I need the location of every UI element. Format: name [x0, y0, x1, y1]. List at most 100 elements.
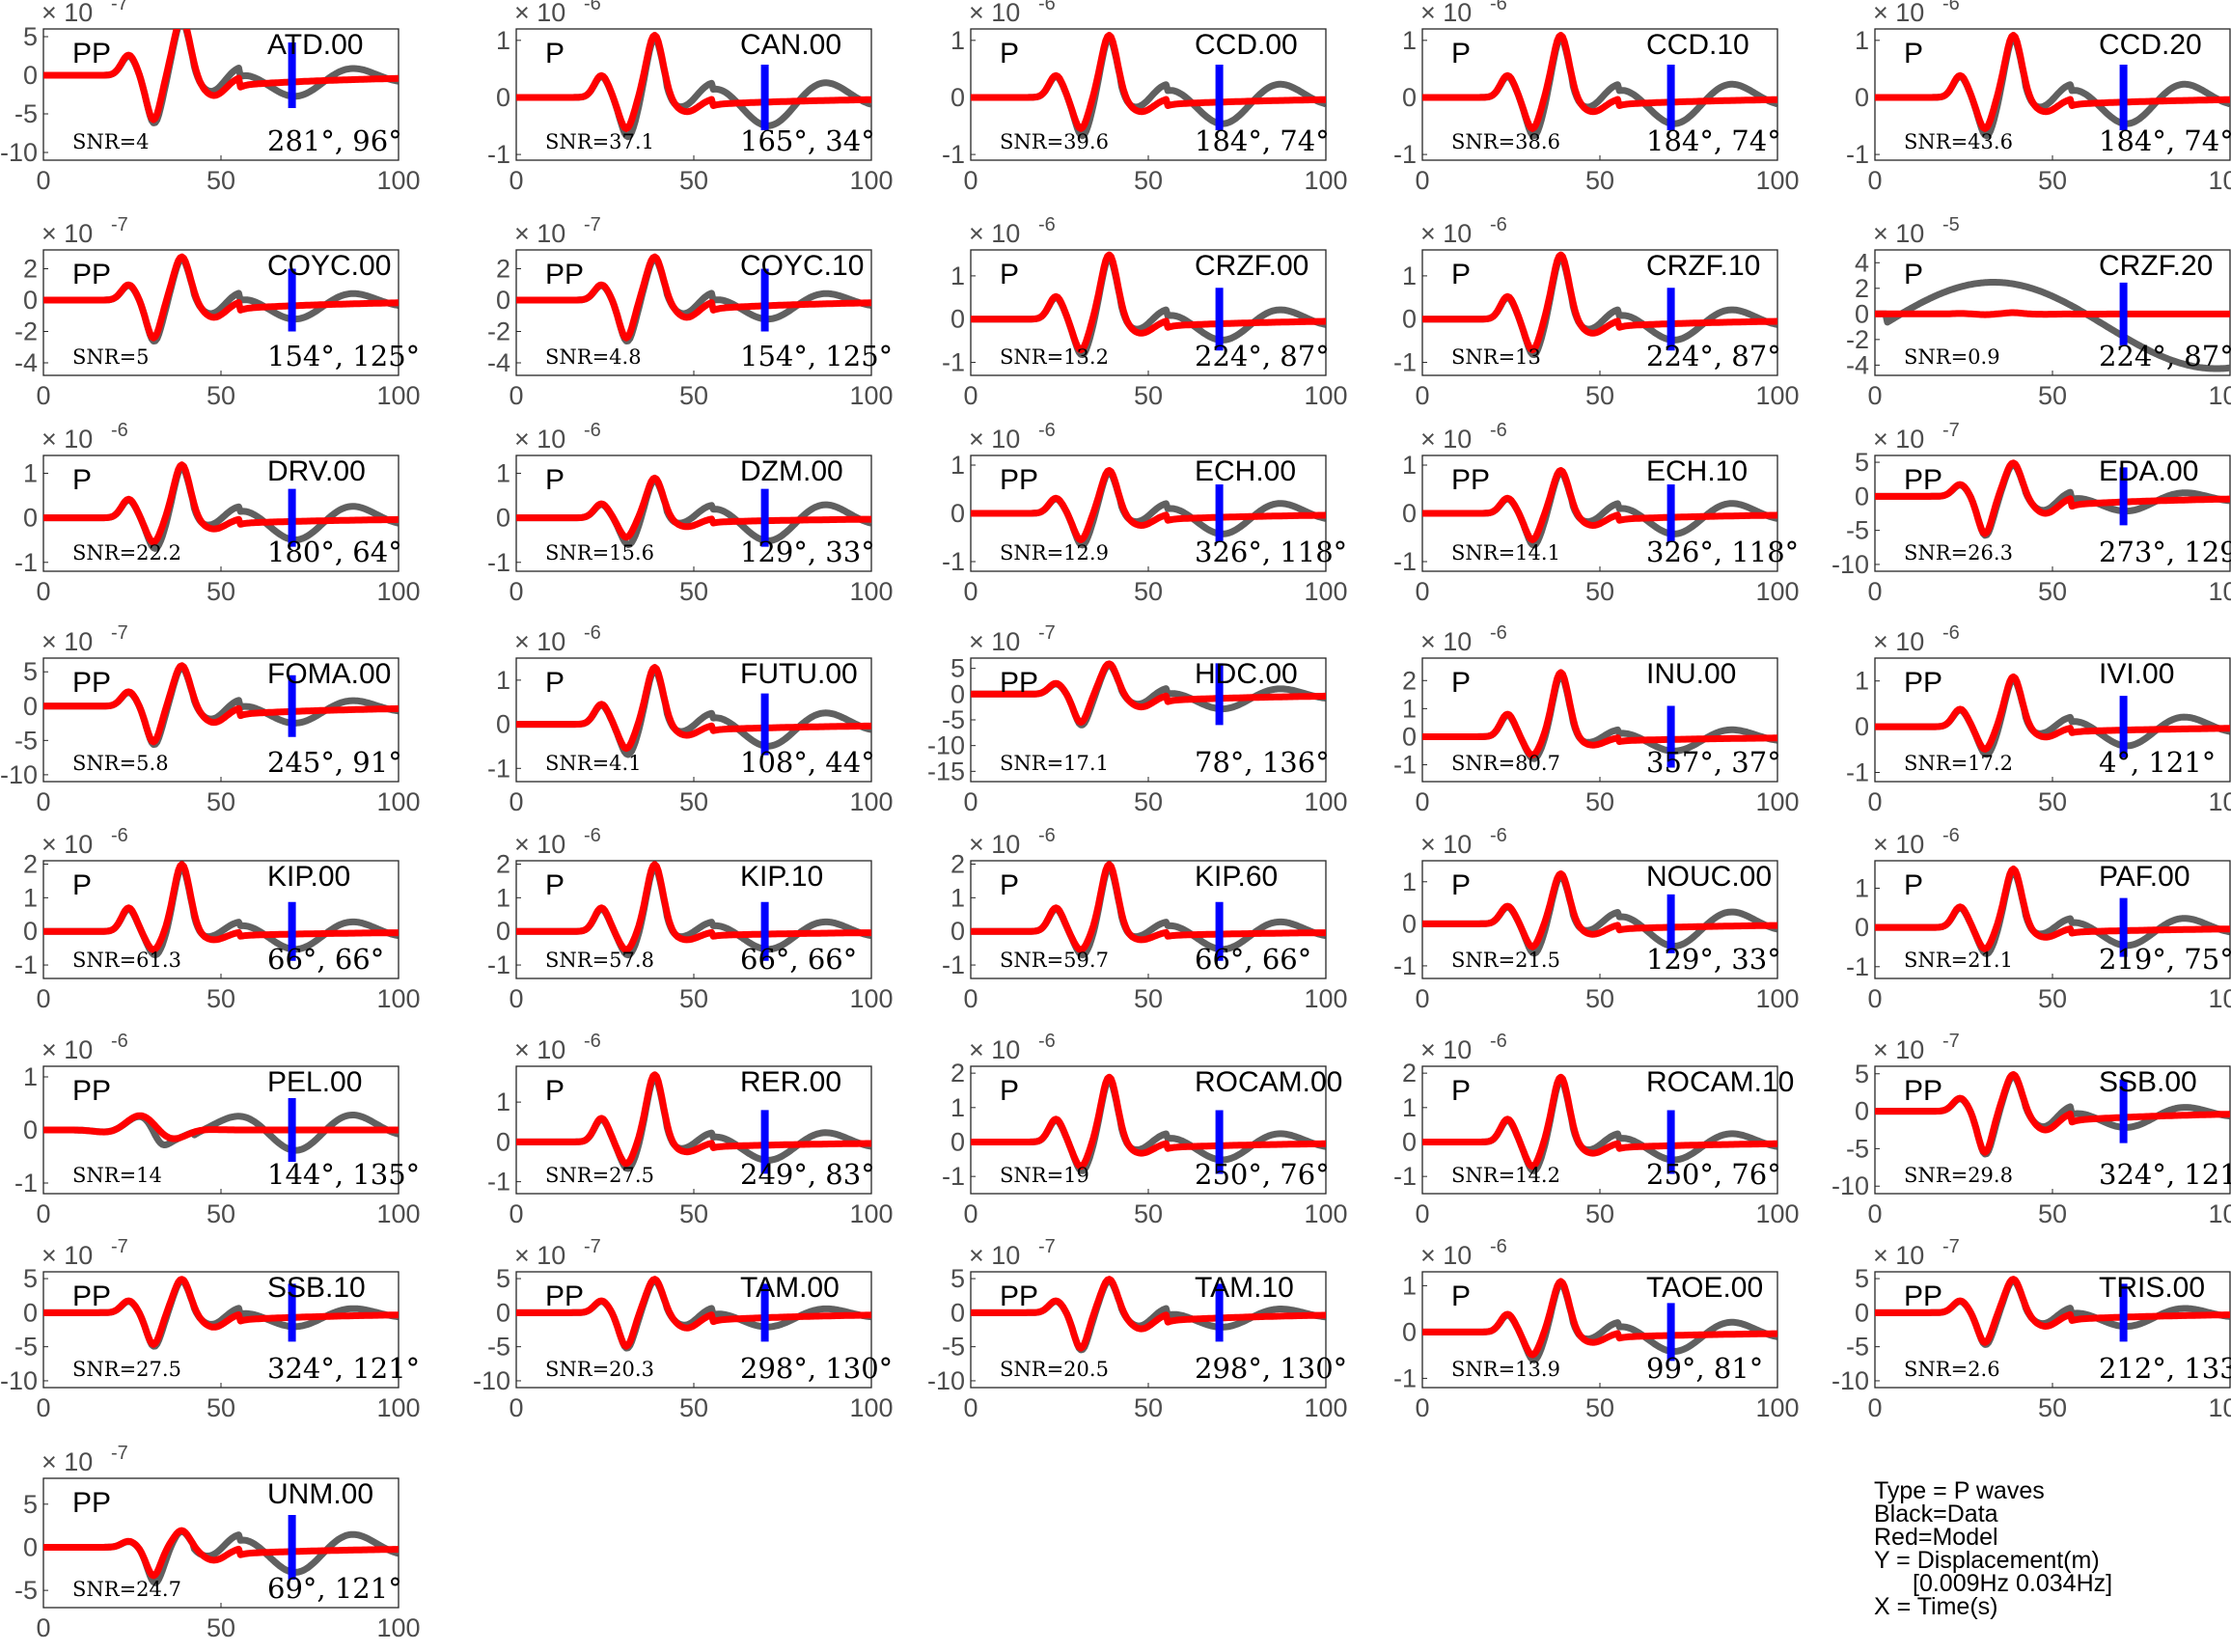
y-tick-label: -10 [0, 760, 38, 789]
y-tick-label: -10 [473, 1366, 510, 1395]
angles-label: 4°, 121° [2099, 746, 2216, 779]
x-tick-label: 0 [36, 166, 50, 195]
y-tick-label: 1 [496, 1088, 510, 1116]
y-tick-label: -1 [942, 348, 965, 377]
phase-label: PP [1904, 1075, 1942, 1107]
x-tick-label: 0 [963, 1393, 978, 1422]
y-tick-label: 5 [950, 654, 965, 683]
y-exponent-power: -6 [584, 0, 601, 14]
x-tick-label: 50 [207, 577, 235, 606]
legend-line: Red=Model [1874, 1524, 1998, 1551]
station-label: CCD.00 [1195, 29, 1298, 61]
phase-label: PP [1000, 1280, 1038, 1312]
model-series-line [1422, 669, 1777, 758]
y-exponent-power: -6 [1490, 214, 1507, 235]
y-tick-label: 1 [496, 666, 510, 695]
angles-label: 180°, 64° [267, 536, 402, 568]
y-tick-label: 2 [496, 255, 510, 284]
y-tick-label: -15 [927, 757, 965, 785]
angles-label: 129°, 33° [1646, 943, 1781, 976]
x-tick-label: 50 [679, 577, 708, 606]
x-tick-label: 0 [1415, 381, 1429, 410]
y-tick-label: 5 [1855, 1060, 1869, 1088]
y-tick-label: -5 [942, 1333, 965, 1362]
y-tick-label: 5 [1855, 448, 1869, 477]
station-label: TAM.10 [1195, 1272, 1294, 1304]
phase-label: PP [1904, 1280, 1942, 1312]
phase-label: PP [1000, 464, 1038, 496]
y-tick-label: 0 [1855, 1298, 1869, 1327]
y-tick-label: 4 [1855, 248, 1869, 277]
y-exponent-power: -7 [1038, 622, 1056, 644]
y-tick-label: 5 [23, 22, 38, 51]
x-tick-label: 100 [849, 1393, 893, 1422]
y-tick-label: 0 [496, 1127, 510, 1156]
station-panel: 0 50 100 2 1 0 -1 × 10 -6 P ROCAM.00 SNR=19 250°, 76… [942, 1031, 1348, 1228]
y-exponent-label: × 10 [41, 425, 93, 454]
phase-label: PP [72, 1280, 111, 1312]
y-exponent-power: -6 [111, 420, 128, 441]
y-exponent-power: -6 [1490, 825, 1507, 846]
y-tick-label: -1 [942, 547, 965, 576]
x-tick-label: 50 [1134, 1199, 1163, 1228]
y-exponent-label: × 10 [969, 0, 1020, 27]
y-exponent-power: -6 [584, 420, 601, 441]
x-tick-label: 0 [963, 984, 978, 1013]
model-series-line [43, 461, 399, 546]
legend-line: Black=Data [1874, 1501, 1998, 1528]
angles-label: 165°, 34° [740, 124, 875, 157]
angles-label: 357°, 37° [1646, 746, 1781, 779]
phase-label: PP [1904, 464, 1942, 496]
x-tick-label: 100 [1304, 577, 1347, 606]
y-tick-label: 2 [1855, 274, 1869, 303]
y-exponent-power: -7 [1038, 1236, 1056, 1257]
y-tick-label: -2 [1846, 325, 1869, 354]
y-exponent-label: × 10 [514, 1241, 565, 1270]
phase-label: P [545, 667, 565, 699]
station-label: TAM.00 [740, 1272, 840, 1304]
snr-label: SNR=27.5 [545, 1164, 654, 1187]
y-exponent-label: × 10 [1420, 627, 1472, 656]
y-tick-label: -1 [14, 548, 38, 577]
x-tick-label: 0 [509, 166, 523, 195]
y-tick-label: 1 [496, 26, 510, 55]
phase-label: P [1000, 259, 1019, 290]
snr-label: SNR=5 [72, 345, 150, 369]
phase-label: P [1904, 259, 1923, 290]
y-exponent-power: -7 [1942, 420, 1960, 441]
angles-label: 273°, 129° [2099, 536, 2231, 568]
model-series-line [1422, 251, 1777, 354]
y-tick-label: 0 [496, 710, 510, 739]
x-tick-label: 50 [207, 1199, 235, 1228]
angles-label: 144°, 135° [267, 1158, 420, 1191]
y-exponent-label: × 10 [969, 219, 1020, 248]
x-tick-label: 100 [849, 166, 893, 195]
station-label: FUTU.00 [740, 658, 858, 690]
model-series-line [1422, 467, 1777, 543]
y-exponent-power: -7 [111, 1236, 128, 1257]
x-tick-label: 100 [1755, 166, 1799, 195]
model-series-line [516, 253, 871, 342]
model-series-line [43, 1276, 399, 1348]
phase-label: PP [1904, 667, 1942, 699]
x-tick-label: 0 [963, 381, 978, 410]
x-tick-label: 100 [376, 984, 420, 1013]
y-tick-label: 0 [1402, 722, 1417, 751]
angles-label: 154°, 125° [267, 340, 420, 372]
y-tick-label: -4 [14, 348, 38, 377]
snr-label: SNR=27.5 [72, 1358, 181, 1381]
x-tick-label: 50 [1134, 577, 1163, 606]
y-tick-label: 2 [23, 255, 38, 284]
y-tick-label: 5 [23, 1490, 38, 1519]
snr-label: SNR=39.6 [1000, 130, 1109, 153]
y-exponent-label: × 10 [41, 0, 93, 27]
station-panel: 0 50 100 2 1 0 -1 × 10 -6 P KIP.00 SNR=61.3 66°, 66° [14, 825, 421, 1013]
y-tick-label: 5 [950, 1264, 965, 1293]
y-exponent-label: × 10 [1873, 425, 1924, 454]
phase-label: PP [72, 259, 111, 290]
